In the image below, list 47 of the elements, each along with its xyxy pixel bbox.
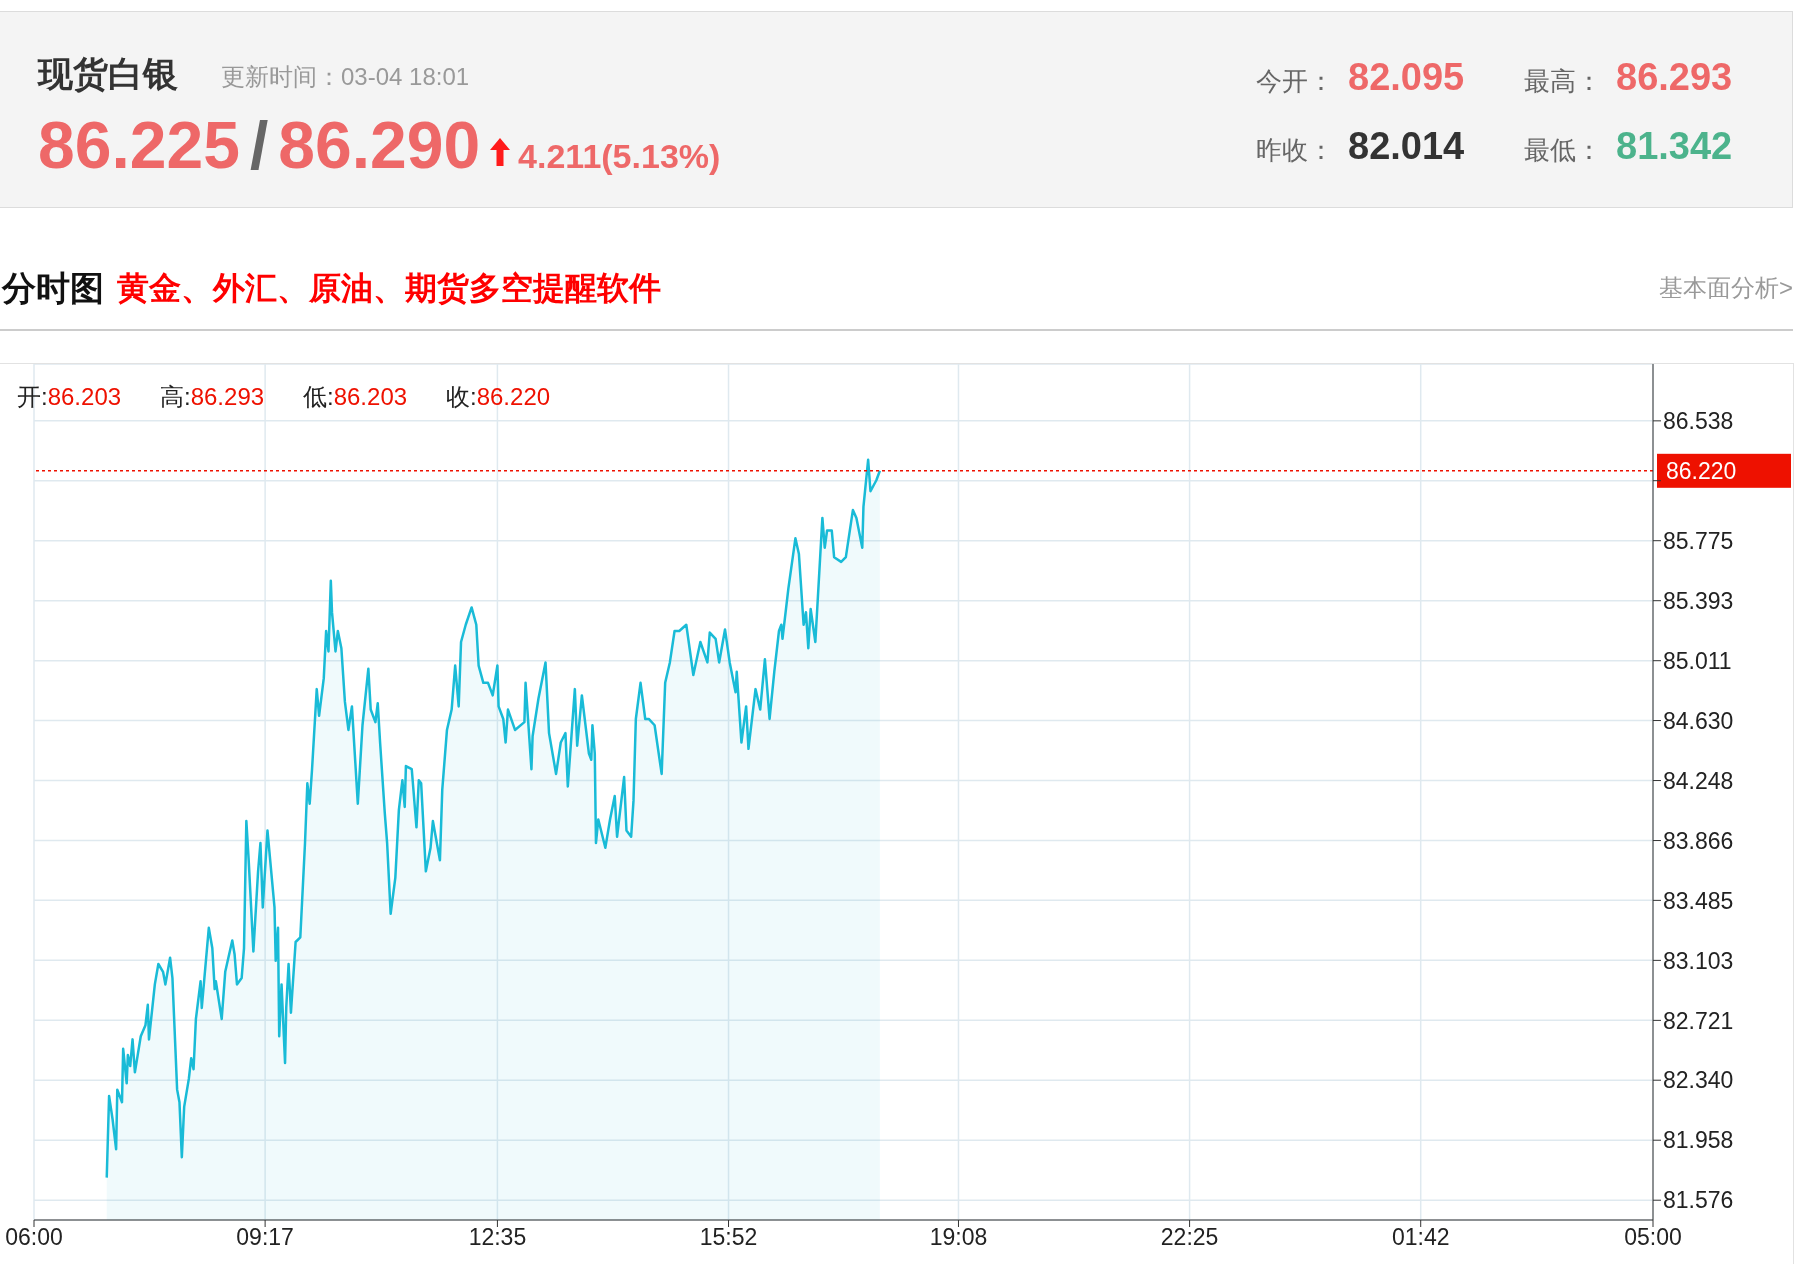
- x-tick-label: 12:35: [468, 1224, 527, 1251]
- y-tick-label: 84.248: [1663, 767, 1734, 794]
- x-tick-label: 09:17: [236, 1224, 294, 1251]
- annotation: 高:: [160, 383, 191, 410]
- y-tick-label: 86.538: [1663, 408, 1734, 435]
- x-tick-label: 01:42: [1391, 1224, 1450, 1251]
- text: /: [249, 108, 269, 182]
- annotation: 86.220: [476, 383, 551, 410]
- annotation: 86.203: [47, 383, 122, 410]
- annotation: 低:: [303, 383, 334, 410]
- y-tick-label: 81.576: [1663, 1187, 1734, 1214]
- text: 更新时间：03-04 18:01: [221, 62, 470, 92]
- y-tick-label: 83.866: [1663, 827, 1734, 854]
- ref-line-label: 86.220: [1666, 457, 1737, 484]
- text: 基本面分析>: [1658, 273, 1793, 303]
- text: 86.290: [278, 108, 481, 182]
- text: 最低：: [1524, 134, 1602, 167]
- y-tick-label: 82.340: [1663, 1067, 1734, 1094]
- text: 今开：: [1256, 65, 1334, 98]
- x-tick-label: 19:08: [929, 1224, 988, 1251]
- text: 86.293: [1616, 55, 1733, 100]
- x-tick-label: 06:00: [5, 1224, 63, 1251]
- x-tick-label: 15:52: [699, 1224, 758, 1251]
- x-tick-label: 22:25: [1160, 1224, 1219, 1251]
- annotation: 86.203: [333, 383, 408, 410]
- text: 86.225: [38, 108, 240, 182]
- y-tick-label: 85.393: [1663, 587, 1734, 614]
- text: 昨收：: [1256, 134, 1334, 167]
- text: 黄金、外汇、原油、期货多空提醒软件: [117, 269, 661, 308]
- text: 最高：: [1524, 65, 1602, 98]
- y-tick-label: 81.958: [1663, 1127, 1734, 1154]
- text: 现货白银: [38, 53, 178, 95]
- text: 82.014: [1348, 124, 1465, 169]
- y-tick-label: 84.630: [1663, 707, 1734, 734]
- annotation: 开:: [17, 383, 48, 410]
- y-tick-label: 83.103: [1663, 947, 1734, 974]
- y-tick-label: 82.721: [1663, 1007, 1734, 1034]
- y-tick-label: 85.775: [1663, 527, 1734, 554]
- text: 81.342: [1616, 124, 1733, 169]
- x-tick-label: 05:00: [1624, 1224, 1682, 1251]
- y-tick-label: 85.011: [1663, 647, 1732, 674]
- text: 82.095: [1348, 55, 1465, 100]
- annotation: 86.293: [190, 383, 265, 410]
- text: 4.211(5.13%): [518, 136, 721, 176]
- chart-title: 分时图: [2, 268, 104, 309]
- annotation: 收:: [446, 383, 477, 410]
- y-tick-label: 83.485: [1663, 887, 1734, 914]
